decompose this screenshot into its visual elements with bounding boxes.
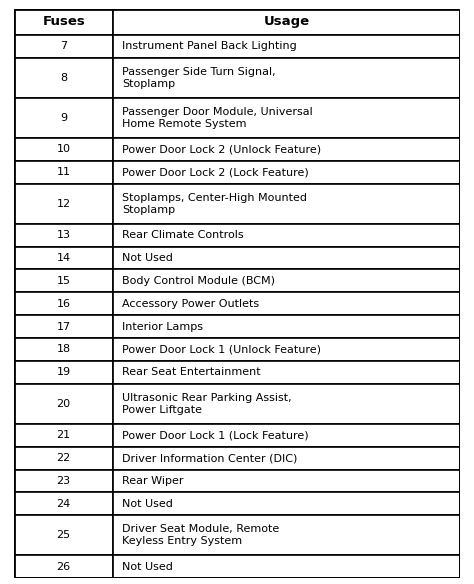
Bar: [14, 384, 113, 424]
Text: Passenger Side Turn Signal,
Stoplamp: Passenger Side Turn Signal, Stoplamp: [122, 67, 275, 89]
Bar: [14, 447, 113, 470]
Text: 12: 12: [56, 199, 71, 208]
Bar: [14, 470, 113, 492]
Text: Not Used: Not Used: [122, 499, 173, 509]
Text: Not Used: Not Used: [122, 562, 173, 572]
Text: Passenger Door Module, Universal
Home Remote System: Passenger Door Module, Universal Home Re…: [122, 107, 312, 129]
Text: 10: 10: [57, 144, 71, 154]
Bar: [14, 338, 113, 361]
Bar: [14, 98, 113, 138]
Bar: [14, 161, 113, 184]
Text: 20: 20: [56, 399, 71, 409]
Bar: [113, 515, 460, 555]
Text: 16: 16: [57, 299, 71, 309]
Text: 22: 22: [56, 453, 71, 463]
Text: 18: 18: [56, 345, 71, 354]
Text: 23: 23: [56, 476, 71, 486]
Text: 11: 11: [57, 167, 71, 178]
Bar: [113, 338, 460, 361]
Text: Not Used: Not Used: [122, 253, 173, 263]
Bar: [14, 138, 113, 161]
Bar: [14, 224, 113, 246]
Text: Power Door Lock 1 (Unlock Feature): Power Door Lock 1 (Unlock Feature): [122, 345, 321, 354]
Bar: [113, 224, 460, 246]
Bar: [113, 361, 460, 384]
Bar: [113, 35, 460, 58]
Text: Ultrasonic Rear Parking Assist,
Power Liftgate: Ultrasonic Rear Parking Assist, Power Li…: [122, 393, 292, 415]
Text: 7: 7: [60, 41, 67, 51]
Bar: [14, 361, 113, 384]
Text: Power Door Lock 2 (Lock Feature): Power Door Lock 2 (Lock Feature): [122, 167, 309, 178]
Text: 15: 15: [57, 276, 71, 286]
Bar: [14, 315, 113, 338]
Bar: [14, 58, 113, 98]
Bar: [113, 58, 460, 98]
Bar: [113, 424, 460, 447]
Text: Driver Information Center (DIC): Driver Information Center (DIC): [122, 453, 297, 463]
Text: 21: 21: [56, 430, 71, 440]
Text: Interior Lamps: Interior Lamps: [122, 322, 203, 332]
Bar: [113, 447, 460, 470]
Bar: [14, 492, 113, 515]
Bar: [113, 384, 460, 424]
Text: 9: 9: [60, 113, 67, 123]
Text: Power Door Lock 2 (Unlock Feature): Power Door Lock 2 (Unlock Feature): [122, 144, 321, 154]
Bar: [14, 555, 113, 578]
Text: 17: 17: [56, 322, 71, 332]
Bar: [113, 470, 460, 492]
Bar: [113, 246, 460, 269]
Bar: [14, 293, 113, 315]
Bar: [113, 161, 460, 184]
Text: 24: 24: [56, 499, 71, 509]
Bar: [113, 555, 460, 578]
Bar: [14, 184, 113, 224]
Text: Rear Climate Controls: Rear Climate Controls: [122, 230, 244, 240]
Text: Rear Wiper: Rear Wiper: [122, 476, 183, 486]
Text: Usage: Usage: [264, 15, 310, 29]
Text: Fuses: Fuses: [42, 15, 85, 29]
Bar: [113, 98, 460, 138]
Bar: [113, 138, 460, 161]
Bar: [113, 315, 460, 338]
Bar: [113, 492, 460, 515]
Text: Power Door Lock 1 (Lock Feature): Power Door Lock 1 (Lock Feature): [122, 430, 309, 440]
Text: 19: 19: [56, 367, 71, 377]
Bar: [14, 35, 113, 58]
Bar: [14, 424, 113, 447]
Bar: [113, 269, 460, 293]
Text: Accessory Power Outlets: Accessory Power Outlets: [122, 299, 259, 309]
Text: Rear Seat Entertainment: Rear Seat Entertainment: [122, 367, 260, 377]
Bar: [113, 9, 460, 35]
Text: Body Control Module (BCM): Body Control Module (BCM): [122, 276, 275, 286]
Bar: [113, 293, 460, 315]
Text: Instrument Panel Back Lighting: Instrument Panel Back Lighting: [122, 41, 297, 51]
Bar: [14, 269, 113, 293]
Text: 14: 14: [56, 253, 71, 263]
Bar: [14, 515, 113, 555]
Bar: [14, 246, 113, 269]
Text: 25: 25: [56, 530, 71, 540]
Bar: [14, 9, 113, 35]
Text: Stoplamps, Center-High Mounted
Stoplamp: Stoplamps, Center-High Mounted Stoplamp: [122, 193, 307, 215]
Bar: [113, 184, 460, 224]
Text: 8: 8: [60, 73, 67, 83]
Text: 13: 13: [57, 230, 71, 240]
Text: Driver Seat Module, Remote
Keyless Entry System: Driver Seat Module, Remote Keyless Entry…: [122, 524, 279, 546]
Text: 26: 26: [56, 562, 71, 572]
